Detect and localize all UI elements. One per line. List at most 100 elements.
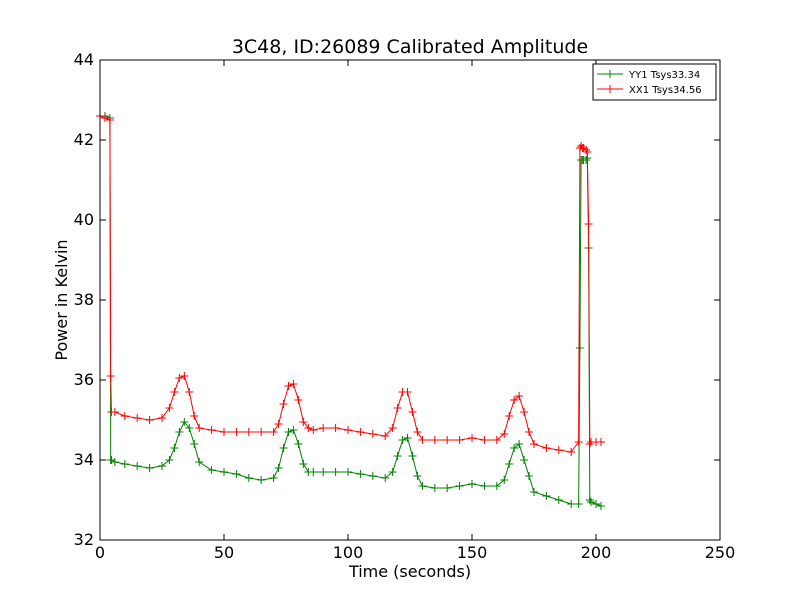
data-point [398,436,407,444]
y-tick-label: 34 [74,450,94,469]
data-point [430,484,439,492]
data-point [269,428,278,436]
x-tick-label: 100 [333,543,364,562]
x-tick-label: 200 [581,543,612,562]
x-tick-label: 250 [705,543,736,562]
data-point [100,114,109,122]
data-point [244,428,253,436]
data-point [492,482,501,490]
data-point [257,428,266,436]
data-point [480,482,489,490]
data-point [309,468,318,476]
data-point [284,428,293,436]
data-point [381,474,390,482]
data-point [185,424,194,432]
legend-box [592,63,717,101]
data-point [388,468,397,476]
data-point [257,476,266,484]
data-point [418,436,427,444]
legend: YY1 Tsys33.34 XX1 Tsys34.56 [592,63,717,101]
data-point [279,444,288,452]
data-point [505,412,514,420]
data-point [170,444,179,452]
legend-label: YY1 Tsys33.34 [628,70,700,81]
data-point [344,426,352,434]
data-point [542,492,551,500]
data-point [530,488,538,496]
data-point [207,466,216,474]
data-point [269,474,278,482]
x-axis-label: Time (seconds) [348,562,471,581]
data-point [500,430,509,438]
data-point [510,396,519,404]
data-point [304,424,313,432]
legend-marker [606,70,614,78]
data-point [331,424,340,432]
data-point [145,464,154,472]
legend-marker [606,85,614,93]
data-point [574,500,583,508]
data-point [492,436,501,444]
data-point [220,468,228,476]
data-point [530,440,538,448]
data-point [515,440,524,448]
data-point [289,380,298,388]
y-tick-label: 42 [74,130,94,149]
data-point [319,468,328,476]
data-point [510,444,519,452]
data-point [244,474,253,482]
data-point [500,476,509,484]
data-point [175,428,184,436]
data-point [105,116,114,124]
data-point [468,480,476,488]
data-point [418,482,427,490]
data-point [403,388,412,396]
data-point [582,156,591,164]
data-point [180,418,189,426]
data-point [468,434,476,442]
data-point [587,498,596,506]
data-point [520,456,529,464]
plot-area [96,112,605,510]
data-point [145,416,154,424]
data-point [170,388,179,396]
data-point [413,472,422,480]
data-point [574,438,583,446]
data-point [592,500,600,508]
data-point [480,436,489,444]
data-point [443,484,452,492]
data-point [583,148,592,156]
data-point [133,414,142,422]
data-point [408,452,417,460]
data-point [585,496,594,504]
y-tick-label: 36 [74,370,94,389]
data-point [106,372,115,380]
y-tick-label: 38 [74,290,94,309]
data-point [175,374,184,382]
data-point [274,464,283,472]
data-point [110,408,119,416]
x-tick-label: 50 [214,543,234,562]
y-axis-label: Power in Kelvin [52,239,71,360]
data-point [525,472,534,480]
data-point [195,458,204,466]
data-point [403,434,412,442]
data-point [567,448,576,456]
data-point [331,468,340,476]
data-point [165,404,174,412]
data-point [356,470,365,478]
data-point [294,440,303,448]
x-tick-label: 150 [457,543,488,562]
series-line-2 [99,115,601,453]
data-point [195,424,204,432]
data-point [554,496,563,504]
data-point [299,460,308,468]
data-point [584,220,593,228]
data-point [388,424,397,432]
data-point [356,428,365,436]
y-tick-label: 44 [74,50,94,69]
data-point [368,430,377,438]
data-point [190,412,199,420]
chart-title: 3C48, ID:26089 Calibrated Amplitude [232,36,588,58]
data-point [284,382,293,390]
